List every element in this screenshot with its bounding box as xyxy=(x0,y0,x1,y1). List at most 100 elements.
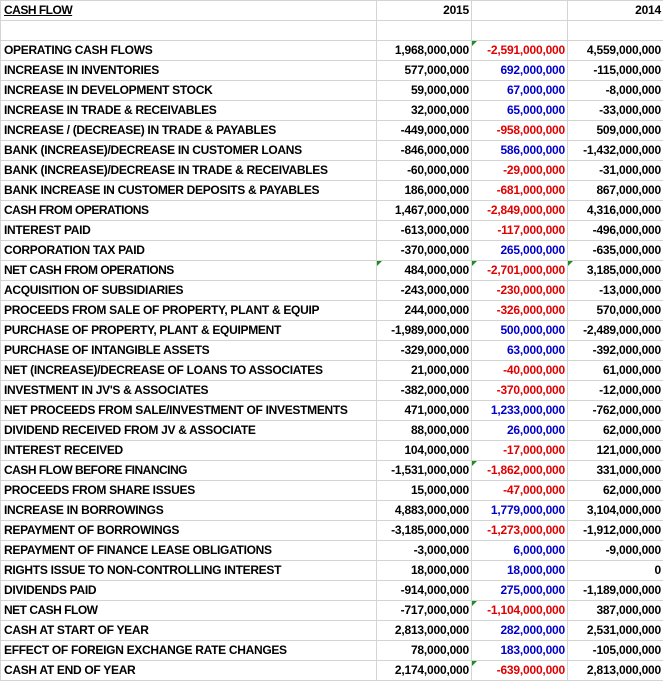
value-2014-cell[interactable]: -496,000,000 xyxy=(567,220,663,241)
value-2015-cell[interactable]: -329,000,000 xyxy=(376,340,472,361)
difference-cell[interactable]: -1,273,000,000 xyxy=(471,520,568,541)
label-cell[interactable]: INCREASE IN BORROWINGS xyxy=(0,500,377,521)
value-2015-cell[interactable]: -613,000,000 xyxy=(376,220,472,241)
value-2014-cell[interactable]: 62,000,000 xyxy=(567,480,663,501)
label-cell[interactable]: OPERATING CASH FLOWS xyxy=(0,40,377,61)
value-2015-cell[interactable]: 4,883,000,000 xyxy=(376,500,472,521)
value-2014-cell[interactable]: 4,316,000,000 xyxy=(567,200,663,221)
label-cell[interactable]: PURCHASE OF INTANGIBLE ASSETS xyxy=(0,340,377,361)
label-cell[interactable]: NET CASH FROM OPERATIONS xyxy=(0,260,377,281)
empty-cell[interactable] xyxy=(376,20,472,41)
value-2015-cell[interactable]: -846,000,000 xyxy=(376,140,472,161)
difference-cell[interactable]: -47,000,000 xyxy=(471,480,568,501)
label-cell[interactable]: EFFECT OF FOREIGN EXCHANGE RATE CHANGES xyxy=(0,640,377,661)
value-2015-cell[interactable]: 78,000,000 xyxy=(376,640,472,661)
difference-cell[interactable]: 692,000,000 xyxy=(471,60,568,81)
value-2014-cell[interactable]: 570,000,000 xyxy=(567,300,663,321)
value-2014-cell[interactable]: -392,000,000 xyxy=(567,340,663,361)
value-2014-cell[interactable]: 0 xyxy=(567,560,663,581)
label-cell[interactable]: NET CASH FLOW xyxy=(0,600,377,621)
value-2014-cell[interactable]: -762,000,000 xyxy=(567,400,663,421)
label-cell[interactable]: INCREASE IN DEVELOPMENT STOCK xyxy=(0,80,377,101)
empty-cell[interactable] xyxy=(0,20,377,41)
value-2014-cell[interactable]: -31,000,000 xyxy=(567,160,663,181)
value-2015-cell[interactable]: 186,000,000 xyxy=(376,180,472,201)
empty-cell[interactable] xyxy=(567,20,663,41)
value-2015-cell[interactable]: 2,174,000,000 xyxy=(376,660,472,681)
difference-cell[interactable]: 275,000,000 xyxy=(471,580,568,601)
label-cell[interactable]: CASH FROM OPERATIONS xyxy=(0,200,377,221)
title-cell[interactable]: CASH FLOW xyxy=(0,0,377,21)
label-cell[interactable]: PURCHASE OF PROPERTY, PLANT & EQUIPMENT xyxy=(0,320,377,341)
difference-cell[interactable]: -2,591,000,000 xyxy=(471,40,568,61)
empty-cell[interactable] xyxy=(471,20,568,41)
value-2014-cell[interactable]: 2,813,000,000 xyxy=(567,660,663,681)
label-cell[interactable]: BANK INCREASE IN CUSTOMER DEPOSITS & PAY… xyxy=(0,180,377,201)
difference-cell[interactable]: -326,000,000 xyxy=(471,300,568,321)
label-cell[interactable]: CASH AT END OF YEAR xyxy=(0,660,377,681)
value-2014-cell[interactable]: 867,000,000 xyxy=(567,180,663,201)
difference-cell[interactable]: -681,000,000 xyxy=(471,180,568,201)
value-2014-cell[interactable]: 3,185,000,000 xyxy=(567,260,663,281)
label-cell[interactable]: ACQUISITION OF SUBSIDIARIES xyxy=(0,280,377,301)
label-cell[interactable]: INCREASE IN INVENTORIES xyxy=(0,60,377,81)
difference-cell[interactable]: -17,000,000 xyxy=(471,440,568,461)
value-2014-cell[interactable]: 509,000,000 xyxy=(567,120,663,141)
value-2015-cell[interactable]: 18,000,000 xyxy=(376,560,472,581)
label-cell[interactable]: BANK (INCREASE)/DECREASE IN TRADE & RECE… xyxy=(0,160,377,181)
difference-cell[interactable]: -370,000,000 xyxy=(471,380,568,401)
value-2014-cell[interactable]: -33,000,000 xyxy=(567,100,663,121)
label-cell[interactable]: INTEREST PAID xyxy=(0,220,377,241)
label-cell[interactable]: INTEREST RECEIVED xyxy=(0,440,377,461)
value-2014-cell[interactable]: -105,000,000 xyxy=(567,640,663,661)
value-2015-cell[interactable]: -717,000,000 xyxy=(376,600,472,621)
label-cell[interactable]: DIVIDEND RECEIVED FROM JV & ASSOCIATE xyxy=(0,420,377,441)
difference-cell[interactable]: 265,000,000 xyxy=(471,240,568,261)
value-2015-cell[interactable]: -60,000,000 xyxy=(376,160,472,181)
difference-cell[interactable]: 63,000,000 xyxy=(471,340,568,361)
value-2015-cell[interactable]: 15,000,000 xyxy=(376,480,472,501)
value-2014-cell[interactable]: -12,000,000 xyxy=(567,380,663,401)
value-2014-cell[interactable]: 387,000,000 xyxy=(567,600,663,621)
difference-cell[interactable]: -40,000,000 xyxy=(471,360,568,381)
value-2014-cell[interactable]: 61,000,000 xyxy=(567,360,663,381)
value-2015-cell[interactable]: 21,000,000 xyxy=(376,360,472,381)
value-2015-cell[interactable]: -449,000,000 xyxy=(376,120,472,141)
value-2014-cell[interactable]: -115,000,000 xyxy=(567,60,663,81)
value-2015-cell[interactable]: 1,467,000,000 xyxy=(376,200,472,221)
header-diff-cell[interactable] xyxy=(471,0,568,21)
difference-cell[interactable]: 183,000,000 xyxy=(471,640,568,661)
value-2015-cell[interactable]: 244,000,000 xyxy=(376,300,472,321)
difference-cell[interactable]: -639,000,000 xyxy=(471,660,568,681)
value-2014-cell[interactable]: -1,189,000,000 xyxy=(567,580,663,601)
header-2015-cell[interactable]: 2015 xyxy=(376,0,472,21)
label-cell[interactable]: INCREASE / (DECREASE) IN TRADE & PAYABLE… xyxy=(0,120,377,141)
label-cell[interactable]: NET PROCEEDS FROM SALE/INVESTMENT OF INV… xyxy=(0,400,377,421)
label-cell[interactable]: REPAYMENT OF BORROWINGS xyxy=(0,520,377,541)
label-cell[interactable]: INCREASE IN TRADE & RECEIVABLES xyxy=(0,100,377,121)
difference-cell[interactable]: -1,104,000,000 xyxy=(471,600,568,621)
value-2015-cell[interactable]: 2,813,000,000 xyxy=(376,620,472,641)
label-cell[interactable]: INVESTMENT IN JV'S & ASSOCIATES xyxy=(0,380,377,401)
value-2015-cell[interactable]: 104,000,000 xyxy=(376,440,472,461)
value-2014-cell[interactable]: -13,000,000 xyxy=(567,280,663,301)
label-cell[interactable]: PROCEEDS FROM SALE OF PROPERTY, PLANT & … xyxy=(0,300,377,321)
value-2015-cell[interactable]: 577,000,000 xyxy=(376,60,472,81)
label-cell[interactable]: RIGHTS ISSUE TO NON-CONTROLLING INTEREST xyxy=(0,560,377,581)
label-cell[interactable]: DIVIDENDS PAID xyxy=(0,580,377,601)
value-2015-cell[interactable]: -370,000,000 xyxy=(376,240,472,261)
difference-cell[interactable]: 6,000,000 xyxy=(471,540,568,561)
value-2014-cell[interactable]: 4,559,000,000 xyxy=(567,40,663,61)
difference-cell[interactable]: -1,862,000,000 xyxy=(471,460,568,481)
value-2015-cell[interactable]: 484,000,000 xyxy=(376,260,472,281)
value-2015-cell[interactable]: 88,000,000 xyxy=(376,420,472,441)
value-2014-cell[interactable]: -1,912,000,000 xyxy=(567,520,663,541)
difference-cell[interactable]: 586,000,000 xyxy=(471,140,568,161)
label-cell[interactable]: BANK (INCREASE)/DECREASE IN CUSTOMER LOA… xyxy=(0,140,377,161)
label-cell[interactable]: CASH AT START OF YEAR xyxy=(0,620,377,641)
value-2015-cell[interactable]: -914,000,000 xyxy=(376,580,472,601)
value-2014-cell[interactable]: -635,000,000 xyxy=(567,240,663,261)
difference-cell[interactable]: -117,000,000 xyxy=(471,220,568,241)
value-2014-cell[interactable]: 62,000,000 xyxy=(567,420,663,441)
value-2014-cell[interactable]: 3,104,000,000 xyxy=(567,500,663,521)
